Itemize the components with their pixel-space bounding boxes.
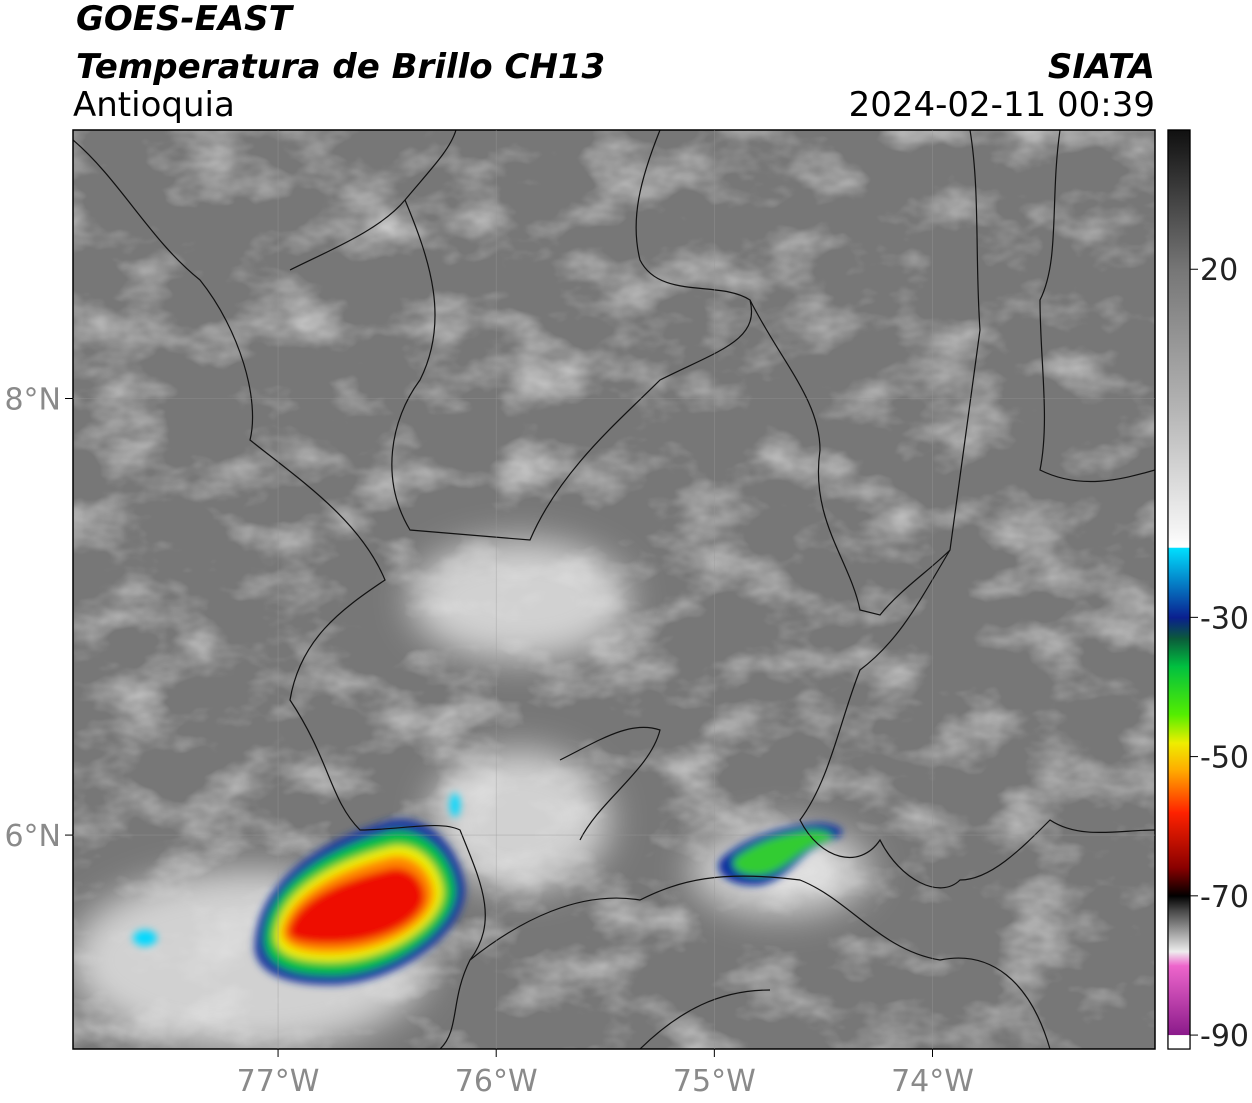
subtitle: Temperatura de Brillo CH13 [76,47,605,87]
y-tick-label: 8°N [4,382,61,417]
datetime: 2024-02-11 00:39 [849,85,1155,125]
source: SIATA [1048,47,1155,87]
colorbar-segment [1168,533,1190,549]
colorbar-segment [1168,909,1190,953]
region: Antioquia [73,85,235,125]
colorbar-segment [1168,617,1190,639]
colorbar-segment [1168,638,1190,667]
colorbar-segment [1168,867,1190,897]
storm-cell [133,793,843,985]
x-tick-label: 74°W [891,1064,974,1099]
colorbar-segment [1168,965,1190,1036]
map-frame [72,129,1156,1050]
colorbar-segment [1168,547,1190,618]
colorbar-tick-label: -50 [1200,741,1249,776]
colorbar-tick-label: -90 [1200,1019,1249,1054]
borders [73,130,1155,1049]
x-tick-label: 77°W [237,1064,320,1099]
colorbar-segment [1168,408,1190,535]
colorbar-segment [1168,269,1190,409]
bright-clouds [73,540,870,1049]
colorbar-tick-label: -70 [1200,880,1249,915]
colorbar-segment [1168,742,1190,772]
y-tick-label: 6°N [4,819,61,854]
colorbar-segment [1168,666,1190,716]
colorbar-segment [1168,951,1190,966]
colorbar-segment [1168,714,1190,744]
colorbar-outline [1167,129,1191,1050]
colorbar-segment [1168,895,1190,911]
colorbar-segment [1168,130,1190,270]
colorbar-tick-label: -30 [1200,601,1249,636]
x-tick-label: 75°W [673,1064,756,1099]
colorbar-segment [1168,812,1190,869]
map-image [73,130,1155,1049]
colorbar-segment [1168,770,1190,813]
colorbar-segment [1168,1035,1190,1050]
x-tick-label: 76°W [455,1064,538,1099]
colorbar-tick-label: 20 [1200,253,1238,288]
title: GOES-EAST [76,0,295,39]
